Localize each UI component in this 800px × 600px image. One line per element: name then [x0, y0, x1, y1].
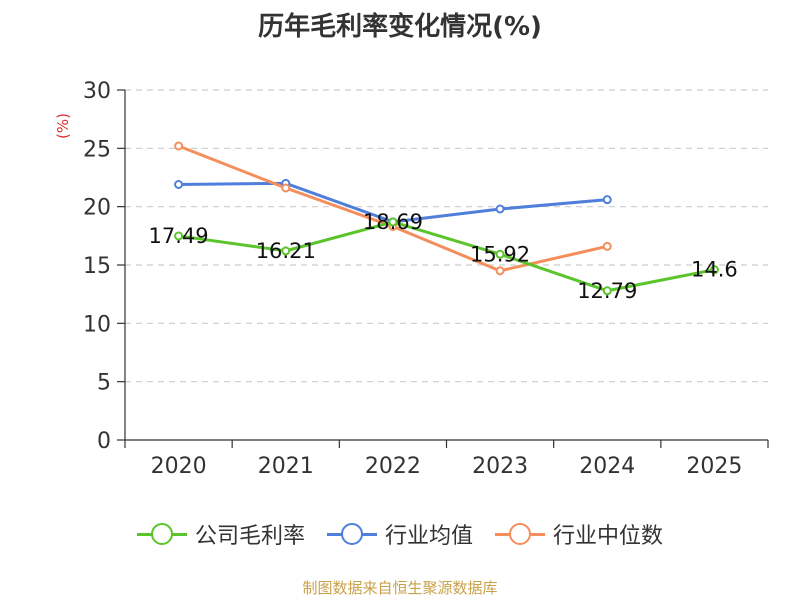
x-tick-label: 2024 — [579, 454, 635, 479]
data-label: 15.92 — [470, 242, 530, 266]
data-point — [495, 204, 505, 214]
data-point — [281, 246, 291, 256]
legend-label: 行业均值 — [384, 524, 473, 549]
data-point — [388, 217, 398, 227]
x-tick-label: 2021 — [258, 454, 314, 479]
y-tick-label: 20 — [83, 196, 111, 221]
data-label: 12.79 — [577, 279, 637, 303]
source-note: 制图数据来自恒生聚源数据库 — [302, 579, 498, 597]
y-tick-label: 15 — [83, 254, 111, 279]
data-label: 16.21 — [256, 239, 316, 263]
data-point — [174, 180, 184, 189]
data-point — [495, 266, 505, 276]
y-tick-label: 0 — [97, 429, 111, 454]
data-point — [281, 183, 291, 193]
chart-title: 历年毛利率变化情况(%) — [258, 12, 542, 42]
data-labels: 17.49 16.21 18.69 15.92 12.79 14.6 — [149, 210, 738, 303]
legend-label: 行业中位数 — [553, 524, 664, 549]
series-group — [174, 141, 719, 296]
data-point — [602, 241, 612, 251]
x-tick-label: 2020 — [151, 454, 207, 479]
legend-marker-icon — [136, 522, 187, 546]
x-tick-label: 2022 — [365, 454, 421, 479]
data-point — [174, 141, 184, 151]
legend-label: 公司毛利率 — [194, 524, 305, 549]
x-tick-label: 2023 — [472, 454, 528, 479]
x-tick-label: 2025 — [686, 454, 742, 479]
legend-item[interactable]: 行业均值 — [326, 518, 473, 550]
data-point — [602, 286, 612, 296]
data-label: 14.6 — [691, 258, 738, 282]
y-tick-label: 25 — [83, 137, 111, 162]
data-point — [495, 249, 505, 259]
legend: 公司毛利率 行业均值 行业中位数 — [0, 518, 800, 550]
data-point — [709, 265, 719, 275]
y-tick-label: 10 — [83, 312, 111, 337]
legend-marker-icon — [495, 522, 545, 546]
legend-item[interactable]: 行业中位数 — [495, 518, 663, 550]
data-label: 18.69 — [363, 210, 423, 234]
series-line — [178, 144, 608, 273]
data-point — [602, 195, 612, 205]
series-line — [178, 220, 715, 293]
y-axis-label: (%) — [54, 113, 72, 139]
grid-lines — [125, 89, 768, 383]
legend-item[interactable]: 公司毛利率 — [136, 518, 305, 550]
legend-marker-icon — [326, 522, 377, 546]
y-tick-label: 30 — [83, 79, 111, 104]
data-label: 17.49 — [149, 224, 209, 248]
y-tick-label: 5 — [97, 371, 111, 396]
data-point — [174, 231, 184, 241]
